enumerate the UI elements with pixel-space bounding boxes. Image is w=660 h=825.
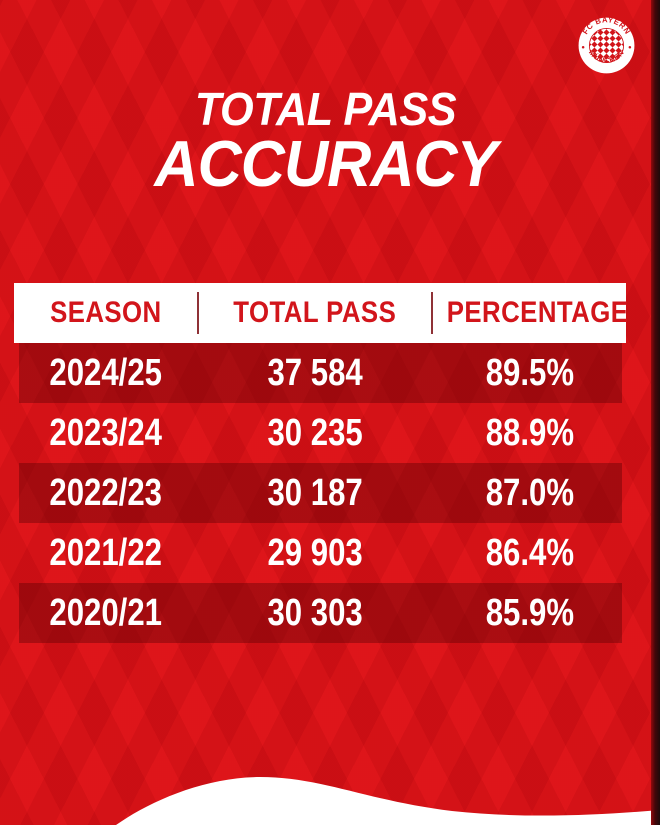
percentage-cell: 89.5% [485, 351, 574, 394]
percentage-cell: 86.4% [485, 531, 574, 574]
table-row: 2023/24 30 235 88.9% [19, 403, 622, 463]
total-pass-cell: 30 187 [267, 471, 363, 514]
season-cell: 2022/23 [49, 471, 163, 514]
header-total-pass: TOTAL PASS [233, 296, 397, 329]
percentage-cell: 87.0% [485, 471, 574, 514]
table-header-row: SEASON TOTAL PASS PERCENTAGE [14, 283, 629, 343]
header-season: SEASON [50, 296, 162, 329]
header-percentage: PERCENTAGE [446, 296, 629, 329]
pass-accuracy-table: SEASON TOTAL PASS PERCENTAGE 2024/25 37 … [14, 283, 629, 643]
total-pass-cell: 30 235 [267, 411, 363, 454]
percentage-cell: 85.9% [485, 591, 574, 634]
right-edge-shadow [651, 0, 660, 825]
bottom-wave-shape [116, 777, 660, 825]
table-row: 2020/21 30 303 85.9% [19, 583, 622, 643]
logo-left-dot [581, 45, 585, 49]
season-cell: 2024/25 [49, 351, 163, 394]
percentage-cell: 88.9% [485, 411, 574, 454]
title-line-2: ACCURACY [154, 127, 497, 200]
logo-lozenge-core [588, 27, 625, 64]
page-title: TOTAL PASS ACCURACY [0, 83, 651, 200]
logo-bottom-text: MÜNCHEN [587, 48, 626, 65]
table-row: 2022/23 30 187 87.0% [19, 463, 622, 523]
table-row: 2024/25 37 584 89.5% [19, 343, 622, 403]
total-pass-cell: 29 903 [267, 531, 363, 574]
table-row: 2021/22 29 903 86.4% [19, 523, 622, 583]
season-cell: 2023/24 [49, 411, 163, 454]
fc-bayern-logo-icon: FC BAYERN MÜNCHEN [578, 17, 635, 74]
total-pass-cell: 30 303 [267, 591, 363, 634]
season-cell: 2021/22 [49, 531, 163, 574]
logo-right-dot [628, 45, 632, 49]
season-cell: 2020/21 [49, 591, 163, 634]
total-pass-cell: 37 584 [267, 351, 363, 394]
header-divider [431, 292, 433, 334]
header-divider [197, 292, 199, 334]
title-line-1: TOTAL PASS [194, 83, 457, 135]
